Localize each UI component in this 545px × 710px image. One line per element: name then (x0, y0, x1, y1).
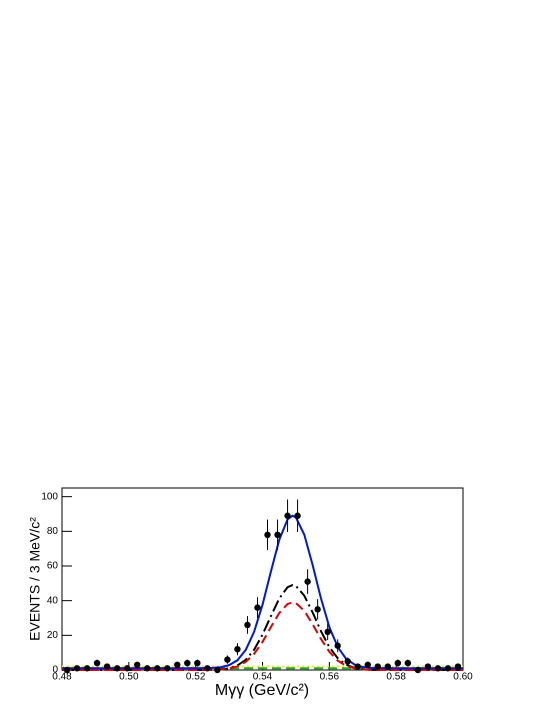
data-point (63, 666, 71, 674)
data-point (73, 665, 81, 672)
data-point (83, 665, 91, 672)
data-point (194, 659, 201, 667)
y-tick-label: 40 (47, 595, 59, 606)
y-tick-label: 60 (47, 561, 59, 572)
data-point (174, 661, 181, 668)
fit-curve (62, 601, 463, 671)
data-point (444, 665, 452, 672)
data-point (224, 656, 231, 663)
data-point (454, 663, 462, 670)
data-point (434, 665, 442, 672)
data-point (184, 659, 191, 667)
data-point (123, 665, 131, 672)
data-point (424, 663, 432, 670)
data-point (404, 659, 412, 667)
fit-curve (62, 514, 463, 670)
data-point (254, 604, 261, 611)
y-tick-label: 0 (52, 665, 58, 676)
data-point (354, 663, 361, 670)
data-point (414, 666, 422, 674)
data-point (164, 665, 171, 672)
data-point (374, 663, 381, 670)
data-point (284, 512, 291, 519)
y-tick-label: 80 (47, 526, 59, 537)
data-point (144, 665, 151, 672)
data-point (204, 665, 211, 672)
x-tick-label: 0.54 (253, 672, 273, 683)
data-point (234, 646, 241, 653)
y-tick-label: 20 (47, 630, 59, 641)
data-point (324, 628, 331, 636)
data-point (264, 531, 271, 538)
fit-curve (62, 584, 463, 671)
y-axis-label: EVENTS / 3 MeV/c² (27, 517, 43, 641)
x-tick-label: 0.52 (186, 672, 206, 683)
x-axis-label: Mγγ (GeV/c²) (215, 682, 309, 699)
data-point (304, 578, 311, 585)
data-point (314, 606, 321, 613)
data-point (394, 659, 402, 667)
data-point (103, 663, 111, 670)
x-tick-label: 0.58 (386, 672, 406, 683)
y-tick-label: 100 (41, 491, 58, 502)
x-tick-label: 0.48 (52, 672, 72, 683)
data-point (274, 531, 281, 538)
data-point (364, 661, 371, 668)
x-tick-label: 0.56 (320, 672, 340, 683)
x-tick-label: 0.60 (453, 672, 473, 683)
data-point (294, 512, 301, 519)
data-point (334, 642, 341, 649)
data-point (93, 659, 101, 667)
data-point (244, 621, 251, 629)
data-point (214, 666, 221, 674)
data-point (344, 658, 351, 665)
data-point (384, 663, 392, 670)
data-point (154, 665, 161, 672)
data-point (113, 665, 121, 672)
x-tick-label: 0.50 (119, 672, 139, 683)
data-point (133, 661, 141, 668)
